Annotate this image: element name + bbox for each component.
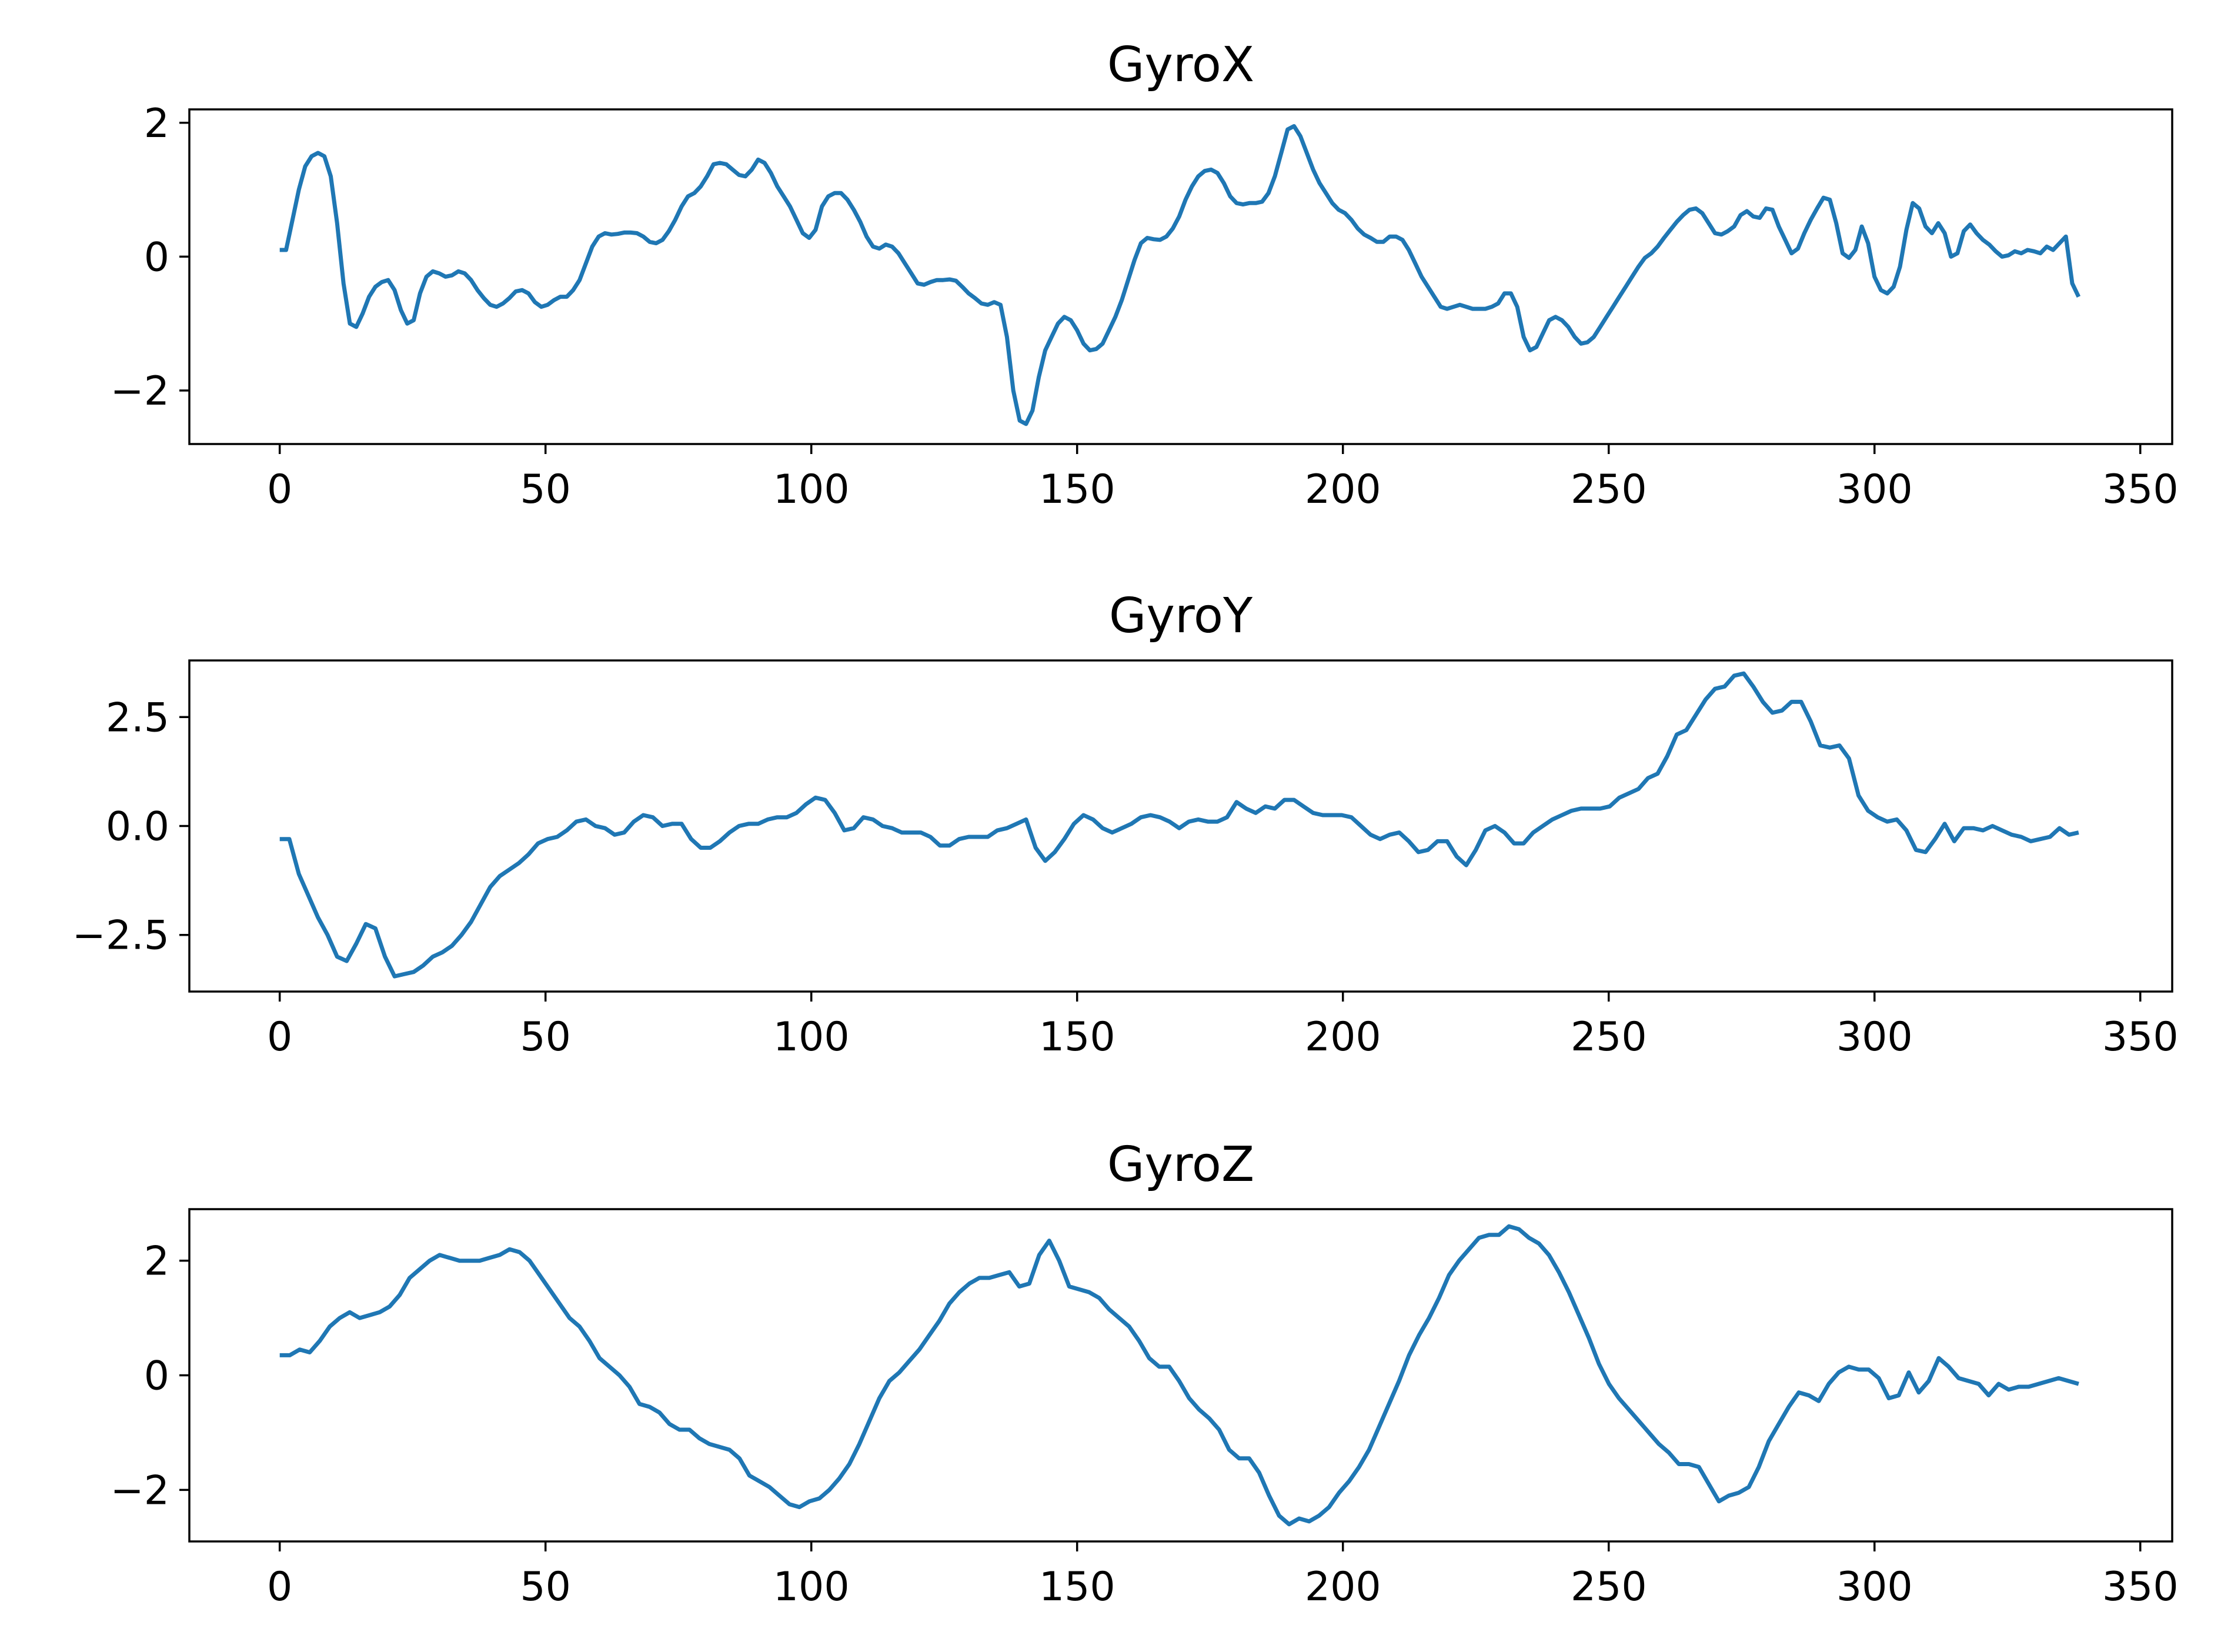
plot-frame [188, 659, 2173, 993]
subplot-3: GyroZ 0 50 100 150 200 250 300 350 2 0 −2 [111, 1137, 2179, 1610]
y-tick-label: −2 [111, 1467, 169, 1514]
x-tick-label: 50 [520, 466, 571, 513]
subplot-2: GyroY 0 50 100 150 200 250 300 350 2.5 0.0 −2.5 [72, 588, 2179, 1060]
x-tick-label: 50 [520, 1564, 571, 1610]
x-tick-label: 150 [1039, 1014, 1115, 1060]
x-tick-label: 250 [1571, 466, 1647, 513]
x-tick-label: 200 [1305, 1014, 1381, 1060]
y-tick-label: 0.0 [106, 804, 169, 850]
x-tick-label: 0 [267, 1014, 292, 1060]
x-tick-label: 300 [1836, 1014, 1913, 1060]
y-tick-label: −2.5 [72, 913, 169, 959]
x-tick-label: 150 [1039, 1564, 1115, 1610]
x-tick-label: 100 [773, 466, 850, 513]
y-tick-label: −2 [111, 368, 169, 415]
x-tick-label: 300 [1836, 1564, 1913, 1610]
x-tick-label: 250 [1571, 1014, 1647, 1060]
plot-frame [188, 1208, 2173, 1543]
x-tick-label: 200 [1305, 1564, 1381, 1610]
x-tick-label: 100 [773, 1014, 850, 1060]
chart-title: GyroY [1109, 588, 1253, 644]
x-tick-label: 50 [520, 1014, 571, 1060]
y-tick-label: 2 [144, 101, 169, 147]
y-tick-label: 2 [144, 1239, 169, 1285]
series-line-gyrox [279, 124, 2081, 426]
x-tick-label: 300 [1836, 466, 1913, 513]
series-line-gyroy [279, 671, 2079, 979]
x-tick-label: 200 [1305, 466, 1381, 513]
x-tick-label: 350 [2102, 1564, 2179, 1610]
y-tick-label: 0 [144, 1353, 169, 1400]
plot-frame [188, 108, 2173, 445]
x-tick-label: 150 [1039, 466, 1115, 513]
y-tick-label: 2.5 [106, 695, 169, 741]
y-tick-label: 0 [144, 234, 169, 281]
x-tick-label: 0 [267, 466, 292, 513]
x-tick-label: 250 [1571, 1564, 1647, 1610]
x-tick-label: 0 [267, 1564, 292, 1610]
x-tick-label: 350 [2102, 466, 2179, 513]
series-line-gyroz [279, 1224, 2079, 1527]
chart-title: GyroZ [1107, 1137, 1254, 1193]
x-tick-label: 350 [2102, 1014, 2179, 1060]
subplot-1: GyroX 0 50 100 150 200 250 300 350 2 0 −2 [111, 37, 2179, 513]
x-tick-label: 100 [773, 1564, 850, 1610]
chart-title: GyroX [1107, 37, 1254, 93]
